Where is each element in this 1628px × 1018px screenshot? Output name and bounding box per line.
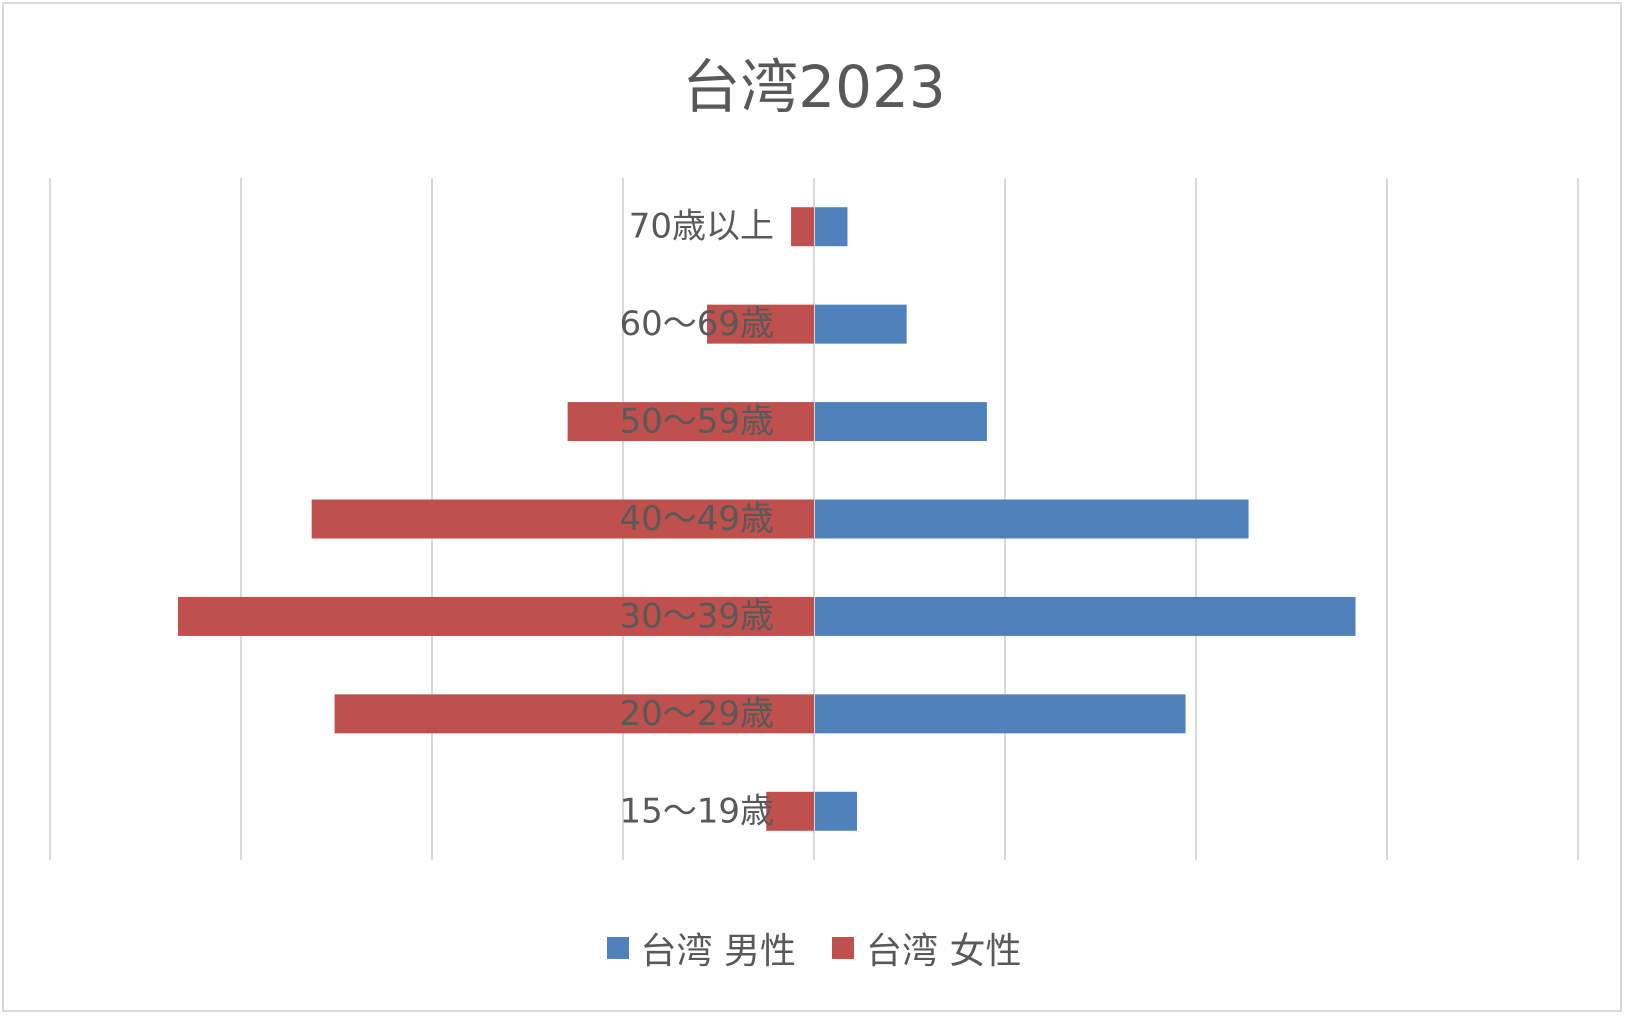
- bar-male: [815, 304, 907, 344]
- bar-female: [707, 304, 814, 344]
- category-label: 60〜69歳: [619, 304, 774, 344]
- bar-female: [334, 694, 814, 734]
- bar-male: [815, 694, 1186, 734]
- bar-female: [177, 596, 815, 636]
- bar-female: [567, 402, 814, 442]
- bar-male: [815, 499, 1249, 539]
- bar-male: [815, 402, 987, 442]
- chart-title: 台湾2023: [682, 53, 946, 121]
- category-label: 50〜59歳: [619, 402, 774, 442]
- legend-item-female: 台湾 女性: [832, 922, 1021, 974]
- category-label: 20〜29歳: [619, 694, 774, 734]
- bar-male: [815, 207, 848, 247]
- legend-swatch-female: [832, 937, 854, 959]
- bar-female: [791, 207, 814, 247]
- legend: 台湾 男性 台湾 女性: [0, 922, 1628, 974]
- legend-label-female: 台湾 女性: [866, 931, 1022, 972]
- category-label: 40〜49歳: [619, 499, 774, 539]
- bar-male: [815, 596, 1356, 636]
- category-label: 70歳以上: [629, 207, 774, 247]
- bar-female: [311, 499, 814, 539]
- legend-item-male: 台湾 男性: [606, 922, 796, 974]
- bar-male: [815, 791, 858, 831]
- bar-female: [766, 791, 814, 831]
- legend-swatch-male: [606, 937, 629, 959]
- category-label: 30〜39歳: [619, 596, 774, 636]
- category-label: 15〜19歳: [619, 791, 774, 831]
- legend-label-male: 台湾 男性: [640, 931, 796, 972]
